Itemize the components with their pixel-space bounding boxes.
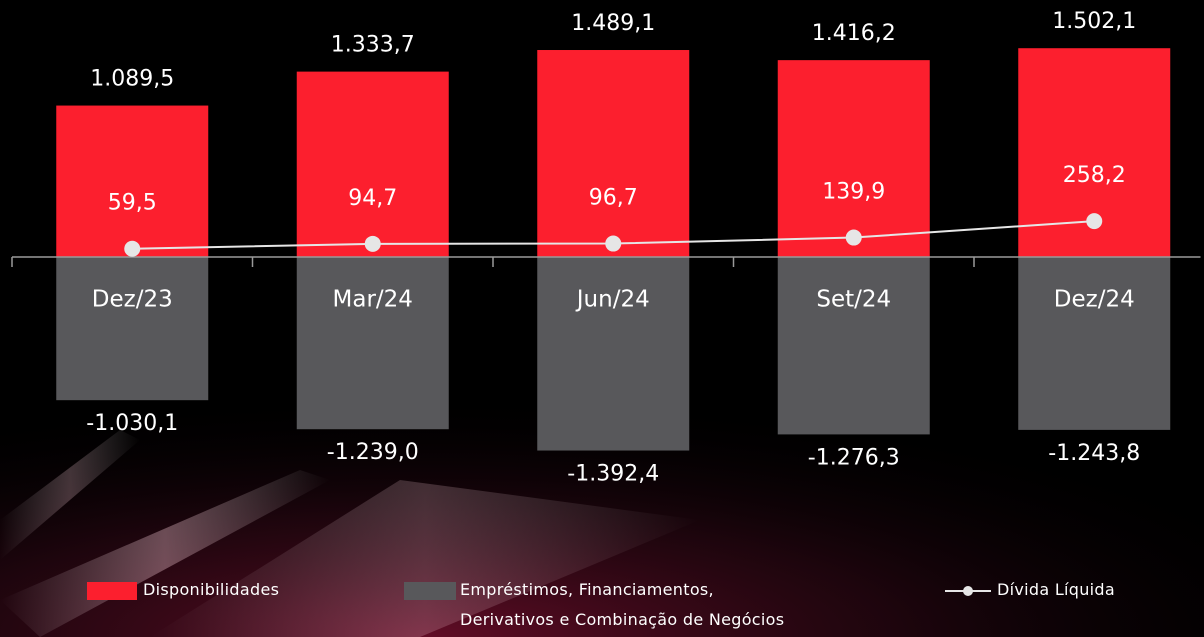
value-label: 139,9 (822, 180, 885, 205)
bar (296, 71, 449, 258)
value-label: 258,2 (1063, 163, 1126, 188)
line-point (124, 240, 141, 257)
bar (777, 60, 930, 258)
value-label: -1.243,8 (1048, 441, 1140, 466)
value-label: 1.416,2 (812, 21, 896, 46)
bar (537, 50, 690, 257)
legend-label: Disponibilidades (143, 580, 280, 599)
x-tick-label: Set/24 (816, 287, 891, 313)
line-point (605, 235, 622, 252)
legend-swatch (87, 582, 137, 600)
background-streak (0, 430, 140, 560)
legend-label: Empréstimos, Financiamentos, Derivativos… (460, 580, 785, 629)
x-tick-label: Dez/23 (92, 287, 173, 313)
value-label: -1.239,0 (327, 440, 419, 465)
value-label: 1.502,1 (1052, 9, 1136, 34)
value-label: -1.276,3 (808, 445, 900, 470)
value-label: 1.489,1 (571, 11, 655, 36)
legend-swatch (404, 582, 456, 600)
bar (777, 257, 930, 435)
x-tick-label: Dez/24 (1054, 287, 1135, 313)
value-label: 94,7 (348, 186, 397, 211)
value-label: -1.392,4 (567, 462, 659, 487)
x-tick-label: Jun/24 (575, 287, 650, 313)
bar (537, 257, 690, 451)
value-label: 59,5 (108, 191, 157, 216)
value-label: 1.333,7 (331, 33, 415, 58)
bar (296, 257, 449, 430)
value-label: 96,7 (589, 186, 638, 211)
legend-label: Dívida Líquida (997, 580, 1115, 599)
line-point (845, 229, 862, 246)
background-streak (150, 480, 700, 637)
background-streak (0, 470, 330, 637)
line-point (1086, 213, 1103, 230)
bar (56, 257, 209, 401)
legend-line-symbol (945, 586, 991, 596)
x-tick-label: Mar/24 (333, 287, 413, 313)
plot: 1.089,5 1.333,7 1.489,1 1.416,2 1.502,1 -1.03… (11, 9, 1201, 487)
value-label: 1.089,5 (90, 67, 174, 92)
bar (56, 105, 209, 257)
value-label: -1.030,1 (86, 411, 178, 436)
bar (1018, 257, 1171, 430)
line-point (364, 235, 381, 252)
